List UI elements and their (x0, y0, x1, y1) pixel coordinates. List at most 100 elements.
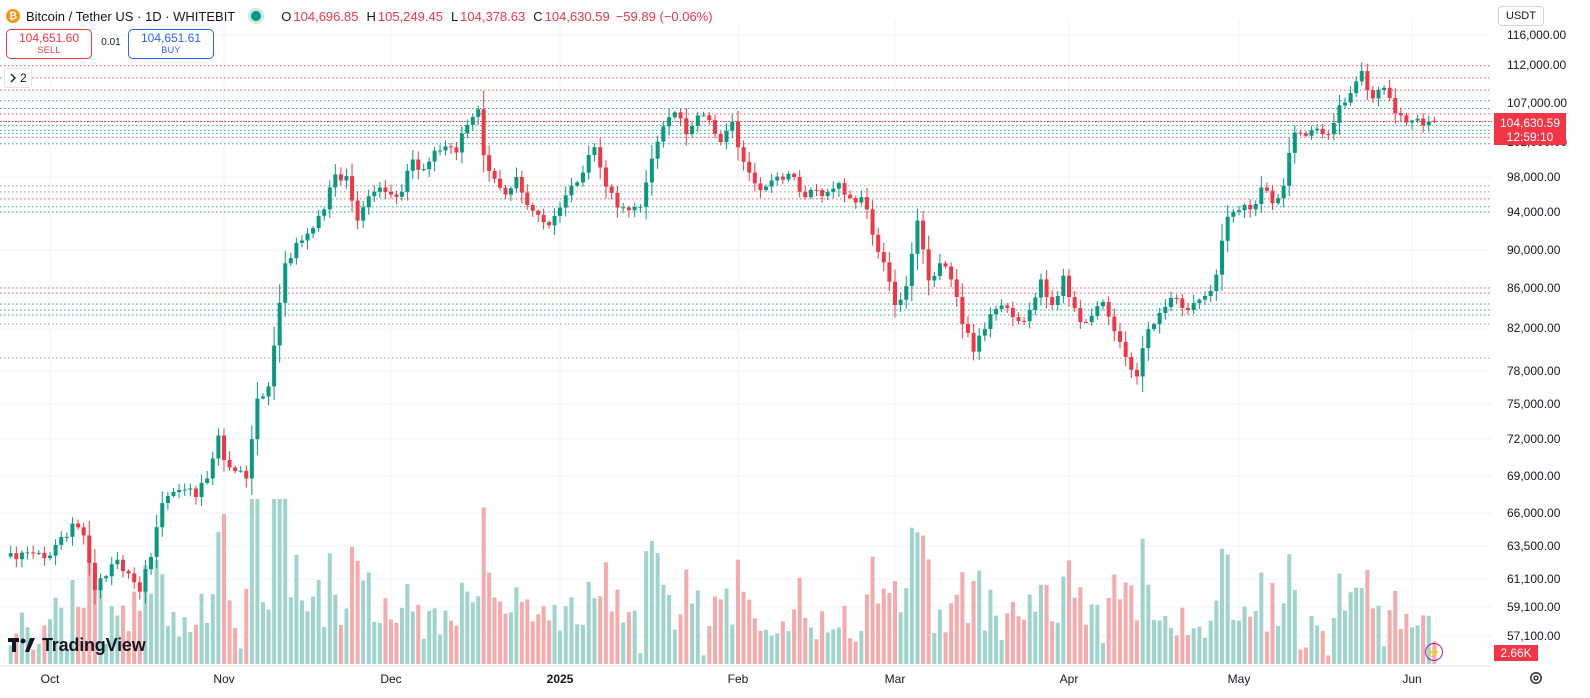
last-price-label: 104,630.59 (1499, 116, 1561, 130)
candle-body (14, 553, 19, 560)
volume-bar (1050, 621, 1055, 664)
volume-bar (355, 560, 360, 664)
volume-bar (322, 626, 327, 664)
candle (383, 180, 388, 199)
settings-icon[interactable] (1528, 670, 1544, 686)
volume-bar (233, 627, 238, 664)
candle (530, 202, 535, 217)
volume-bar (64, 649, 69, 664)
candle-body (182, 489, 187, 491)
candle (410, 149, 415, 180)
candles (8, 62, 1437, 605)
candle (1331, 113, 1336, 141)
volume-bar (81, 607, 86, 664)
symbol-title[interactable]: Bitcoin / Tether US · 1D · WHITEBIT (26, 8, 236, 24)
volume-bar (1287, 554, 1292, 664)
candle (792, 172, 797, 181)
volume-bar (216, 531, 221, 664)
volume-bar (575, 624, 580, 664)
volume-bar (1022, 619, 1027, 664)
volume-bar (294, 554, 299, 664)
candle-body (1320, 128, 1325, 135)
volume-bar (1382, 646, 1387, 664)
volume-bar (632, 610, 637, 664)
time-scale: Oct Nov Dec 2025 Feb Mar Apr May Jun (0, 665, 1492, 686)
volume-bar (366, 572, 371, 664)
candle (1174, 294, 1179, 304)
candle-body (1208, 291, 1213, 296)
candle-body (1387, 87, 1392, 99)
candle (926, 235, 931, 296)
volume-bar (859, 630, 864, 664)
sell-button[interactable]: 104,651.60 SELL (6, 29, 92, 59)
volume-bar (492, 597, 497, 664)
candle-body (764, 186, 769, 191)
candle (547, 220, 552, 229)
buy-button[interactable]: 104,651.61 BUY (128, 29, 214, 59)
candle (59, 530, 64, 550)
candle (1354, 75, 1359, 97)
candle (707, 111, 712, 125)
candle-body (48, 555, 52, 559)
currency-button[interactable]: USDT (1498, 6, 1544, 26)
candle (1382, 85, 1387, 95)
time-tick-label: Mar (885, 672, 906, 686)
candle (503, 184, 508, 200)
last-price-badge: 104,630.59 12:59:10 (1494, 113, 1566, 145)
candle-body (322, 209, 327, 216)
volume-bar (598, 596, 603, 664)
candle-body (1078, 308, 1083, 322)
candle-body (780, 176, 785, 180)
candle-body (864, 197, 869, 210)
candle (1259, 176, 1264, 213)
tradingview-logo[interactable]: TradingView (8, 633, 146, 657)
candle-body (126, 571, 131, 574)
candle (1237, 206, 1241, 216)
candle (592, 143, 597, 162)
candle (853, 195, 858, 209)
candle (1276, 193, 1281, 206)
candle-body (59, 537, 64, 545)
candle-body (1264, 187, 1269, 191)
candle (586, 145, 591, 180)
candle (372, 185, 377, 203)
volume-bar (1315, 625, 1320, 664)
volume-bar (752, 618, 757, 664)
candle-body (64, 536, 69, 538)
candle (366, 189, 371, 215)
candle (1106, 296, 1111, 326)
candle (718, 131, 723, 146)
candle-body (1276, 198, 1281, 204)
volume-bar (1292, 589, 1297, 664)
chevron-icon (10, 73, 16, 83)
candle (1050, 290, 1055, 311)
volume-bar (487, 572, 492, 664)
candle-body (1376, 90, 1381, 99)
candle (1343, 97, 1348, 109)
candle-body (603, 167, 608, 187)
candle (536, 209, 541, 222)
candle (19, 550, 24, 568)
volume-bar (690, 603, 695, 664)
candle-body (792, 173, 797, 177)
market-status-icon[interactable] (251, 11, 262, 21)
indicators-toggle[interactable]: 2 (4, 68, 32, 88)
candle (960, 283, 965, 339)
price-tick-label: 98,000.00 (1507, 170, 1561, 184)
candle (344, 168, 349, 189)
candle (769, 173, 774, 193)
candle-body (1118, 331, 1122, 342)
candle-body (149, 557, 154, 570)
tradingview-logo-text: TradingView (42, 634, 146, 655)
volume-bar (377, 622, 382, 664)
lightning-icon[interactable]: ⚡ (1425, 643, 1443, 661)
volume-bar (1203, 637, 1207, 664)
candle (1033, 292, 1038, 316)
candle (1370, 85, 1375, 103)
candle-body (361, 207, 366, 221)
volume-bar (1242, 606, 1247, 664)
volume-bar (1169, 628, 1173, 664)
candle (1404, 112, 1409, 126)
volume-bar (481, 507, 486, 664)
